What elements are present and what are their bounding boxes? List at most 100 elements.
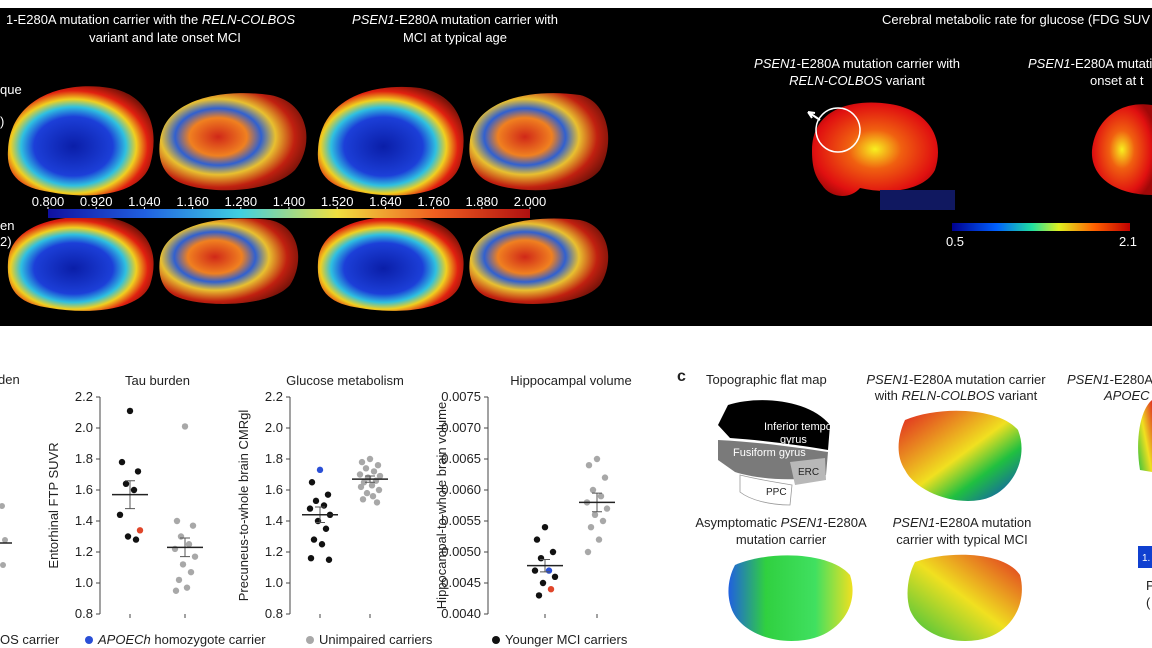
data-point <box>307 555 315 562</box>
y-tick-label: 0.0060 <box>441 482 481 497</box>
data-point <box>535 592 543 599</box>
data-point <box>551 573 559 580</box>
colorbar-label: 1.760 <box>417 194 450 209</box>
panel-title: PSEN1-E280A mutation carrier with <box>352 12 558 27</box>
colorbar-label: 1.160 <box>176 194 209 209</box>
legend: OS carrier APOECh homozygote carrier Uni… <box>0 632 628 647</box>
brain-medial <box>7 216 154 311</box>
data-point <box>181 423 189 430</box>
flat-map-image <box>898 410 1022 501</box>
data-point <box>375 486 383 494</box>
legend-dot <box>492 636 500 644</box>
region-label: PPC <box>766 487 787 498</box>
colorbar-label: 1.400 <box>273 194 306 209</box>
data-point <box>597 493 605 500</box>
data-point <box>325 556 333 563</box>
region-label: Inferior temporal <box>764 421 844 433</box>
legend-dot <box>85 636 93 644</box>
dot <box>2 537 8 543</box>
map-title: PSEN1-E280A <box>1067 372 1152 387</box>
cut-label: 1. <box>1142 553 1150 564</box>
cut-chart <box>0 503 12 568</box>
data-point <box>585 462 593 469</box>
data-point <box>366 455 374 463</box>
chart-title: Hippocampal volume <box>510 373 631 388</box>
row-label: ) <box>0 114 4 129</box>
y-tick-label: 0.0075 <box>441 389 481 404</box>
map-region <box>718 400 830 450</box>
data-point <box>312 497 320 505</box>
fdg-colorbar <box>952 223 1130 231</box>
data-point <box>531 567 539 574</box>
panel-letter: c <box>677 368 686 385</box>
panel-title: MCI at typical age <box>403 30 507 45</box>
data-point <box>122 480 130 487</box>
flat-map-image <box>728 555 853 641</box>
data-point <box>356 471 364 478</box>
data-point <box>360 479 368 486</box>
fdg-brain <box>1091 104 1152 195</box>
data-point <box>124 533 132 540</box>
data-point <box>362 465 370 472</box>
legend-label: APOECh homozygote carrier <box>97 632 266 647</box>
data-point <box>173 517 181 525</box>
y-tick-label: 2.0 <box>265 420 283 435</box>
brains <box>7 86 1152 311</box>
data-point <box>599 517 607 525</box>
data-point <box>537 555 545 562</box>
map-title: PSEN1-E280A mutation <box>893 515 1032 530</box>
panel-title: Topographic flat map <box>706 372 827 387</box>
data-point <box>187 568 195 576</box>
y-tick-label: 0.0070 <box>441 420 481 435</box>
row-label: en <box>0 218 14 233</box>
data-point <box>376 472 384 480</box>
data-point <box>191 553 199 560</box>
brain-medial <box>317 86 464 196</box>
map-region <box>790 458 826 485</box>
region-label: gyrus <box>780 434 807 446</box>
legend-dot <box>306 636 314 644</box>
flat-map-image <box>907 554 1022 641</box>
panel-title: Cerebral metabolic rate for glucose (FDG… <box>882 12 1150 27</box>
chart-title: Glucose metabolism <box>286 373 404 388</box>
row-label: que <box>0 82 22 97</box>
colorbar-label: 2.1 <box>1119 234 1137 249</box>
data-point <box>357 483 365 491</box>
brain-lateral <box>469 93 609 191</box>
map-title: mutation carrier <box>736 532 827 547</box>
data-point <box>136 527 144 534</box>
data-point <box>134 468 142 475</box>
brain-medial <box>7 86 154 196</box>
data-point <box>172 587 180 594</box>
data-point <box>547 586 555 593</box>
data-point <box>175 576 183 584</box>
y-tick-label: 0.0065 <box>441 451 481 466</box>
colorbar-label: 1.040 <box>128 194 161 209</box>
brain-lateral <box>159 93 307 191</box>
data-point <box>545 567 553 574</box>
data-point <box>316 466 324 474</box>
cut-label: P <box>1146 578 1152 593</box>
y-axis-label: Entorhinal FTP SUVR <box>46 442 61 568</box>
y-tick-label: 2.2 <box>75 389 93 404</box>
colorbar <box>48 209 530 218</box>
data-point <box>320 502 328 509</box>
y-axis-label: Hippocampal-to-whole brain volume <box>434 402 449 609</box>
y-tick-label: 1.4 <box>75 513 93 528</box>
colorbar-label: 1.280 <box>225 194 258 209</box>
colorbar-label: 0.5 <box>946 234 964 249</box>
legend-label: Unimpaired carriers <box>319 632 433 647</box>
data-point <box>358 458 366 466</box>
map-title: PSEN1-E280A mutation carrier <box>866 372 1046 387</box>
fdg-brain <box>812 102 938 196</box>
brain-lateral <box>469 218 609 304</box>
arrow <box>807 111 821 121</box>
y-tick-label: 0.8 <box>75 606 93 621</box>
data-point <box>359 496 367 503</box>
data-point <box>533 536 541 543</box>
colorbar-label: 0.800 <box>32 194 65 209</box>
data-point <box>373 499 381 506</box>
map-title: APOEC <box>1103 388 1150 403</box>
y-tick-label: 1.0 <box>265 575 283 590</box>
chart-title: den <box>0 372 20 387</box>
